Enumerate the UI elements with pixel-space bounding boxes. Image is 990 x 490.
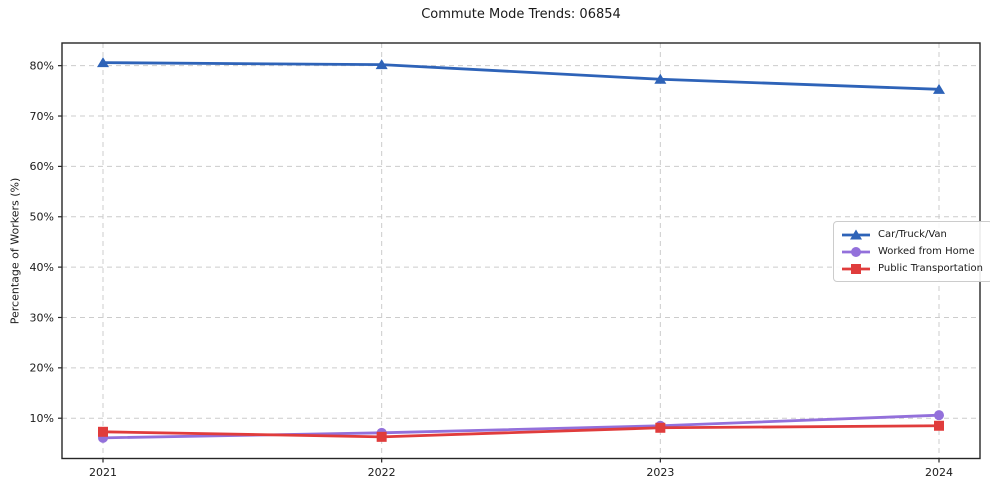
- chart-title: Commute Mode Trends: 06854: [421, 7, 621, 22]
- square-marker: [98, 426, 108, 437]
- legend-square-marker-icon: [842, 263, 870, 274]
- y-tick-label: 40%: [30, 261, 54, 274]
- y-tick-label: 10%: [30, 412, 54, 425]
- circle-marker: [851, 246, 861, 257]
- y-tick-label: 30%: [30, 311, 54, 324]
- x-tick-label: 2021: [89, 466, 117, 479]
- legend-label: Worked from Home: [878, 246, 975, 257]
- legend-entry: Worked from Home: [841, 243, 983, 260]
- legend-entry: Public Transportation: [841, 260, 983, 277]
- y-tick-label: 50%: [30, 211, 54, 224]
- series-line: [102, 61, 940, 91]
- square-marker: [376, 431, 387, 442]
- square-marker: [851, 263, 861, 274]
- legend-label: Car/Truck/Van: [878, 229, 947, 240]
- legend-circle-marker-icon: [842, 246, 870, 257]
- x-tick-label: 2024: [925, 466, 953, 479]
- legend-triangle-marker-icon: [842, 229, 870, 239]
- square-marker: [934, 420, 944, 431]
- triangle-marker: [850, 229, 862, 239]
- y-tick-label: 20%: [30, 362, 54, 375]
- triangle-marker: [933, 83, 945, 94]
- circle-marker: [934, 410, 944, 421]
- square-marker: [655, 422, 666, 433]
- legend-label: Public Transportation: [878, 263, 983, 274]
- legend: Car/Truck/Van Worked from Home Public Tran…: [833, 221, 990, 282]
- triangle-marker: [97, 57, 109, 68]
- y-tick-label: 60%: [30, 160, 54, 173]
- x-tick-label: 2022: [368, 466, 396, 479]
- legend-entry: Car/Truck/Van: [841, 226, 983, 243]
- series-line: [102, 424, 940, 439]
- y-tick-label: 80%: [30, 59, 54, 72]
- x-tick-label: 2023: [646, 466, 674, 479]
- triangle-marker: [375, 59, 388, 70]
- y-tick-label: 70%: [30, 110, 54, 123]
- triangle-marker: [654, 73, 667, 84]
